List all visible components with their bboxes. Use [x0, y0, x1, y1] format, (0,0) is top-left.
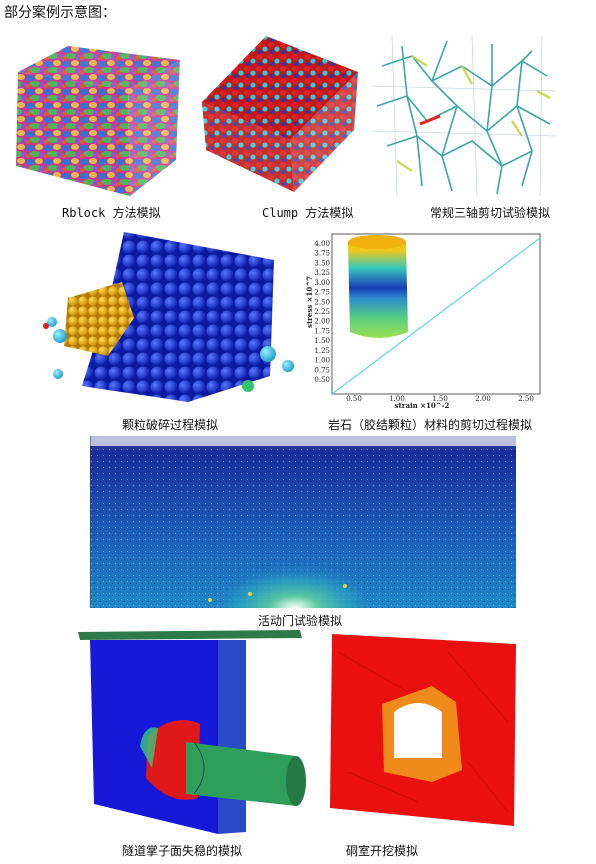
caption-trapdoor: 活动门试验模拟	[258, 614, 343, 628]
y-axis-label: stress ×10^7	[305, 276, 314, 328]
caption-triaxial: 常规三轴剪切试验模拟	[430, 206, 551, 220]
stress-strain-plot: 0.50 0.75 1.00 1.25 1.50 1.75 2.00 2.25 2.50 2.75…	[304, 228, 544, 410]
caption-rock-shear: 岩石（胶结颗粒）材料的剪切过程模拟	[328, 418, 533, 432]
x-tick-label: 1.00	[389, 395, 405, 403]
y-tick-label: 4.00	[314, 240, 330, 248]
y-tick-label: 2.75	[314, 289, 330, 297]
y-tick-label: 0.75	[314, 366, 330, 374]
triaxial-network-figure	[372, 36, 556, 196]
y-tick-label: 3.50	[314, 259, 330, 267]
y-tick-label: 3.00	[314, 279, 330, 287]
x-tick-label: 2.50	[518, 395, 534, 403]
y-tick-label: 1.00	[314, 357, 330, 365]
x-axis-label: strain ×10^-2	[395, 401, 450, 410]
caption-breakage: 颗粒破碎过程模拟	[122, 418, 219, 432]
y-tick-label: 1.25	[314, 347, 330, 355]
x-tick-label: 2.00	[475, 395, 491, 403]
y-tick-label: 1.75	[314, 327, 330, 335]
y-tick-label: 0.50	[314, 376, 330, 384]
caption-rblock: Rblock 方法模拟	[62, 206, 161, 220]
particle-breakage-figure	[38, 226, 302, 410]
page-heading: 部分案例示意图：	[4, 5, 116, 21]
stress-strain-line	[331, 237, 541, 395]
tunnel-face-figure	[74, 628, 306, 836]
caption-tunnel-face: 隧道掌子面失稳的模拟	[122, 844, 243, 858]
clump-figure	[196, 30, 362, 196]
caption-clump: Clump 方法模拟	[262, 206, 354, 220]
caption-chamber: 硐室开挖模拟	[346, 844, 419, 858]
x-tick-label: 0.50	[346, 395, 362, 403]
x-tick-label: 1.50	[432, 395, 448, 403]
y-tick-label: 2.50	[314, 298, 330, 306]
rock-specimen-cylinder	[348, 238, 408, 338]
y-tick-label: 2.25	[314, 308, 330, 316]
trapdoor-figure	[90, 436, 516, 608]
y-tick-label: 3.75	[314, 250, 330, 258]
y-tick-label: 3.25	[314, 269, 330, 277]
chamber-figure	[328, 632, 518, 832]
y-tick-label: 2.00	[314, 318, 330, 326]
y-tick-label: 1.50	[314, 337, 330, 345]
rblock-figure	[8, 32, 184, 198]
